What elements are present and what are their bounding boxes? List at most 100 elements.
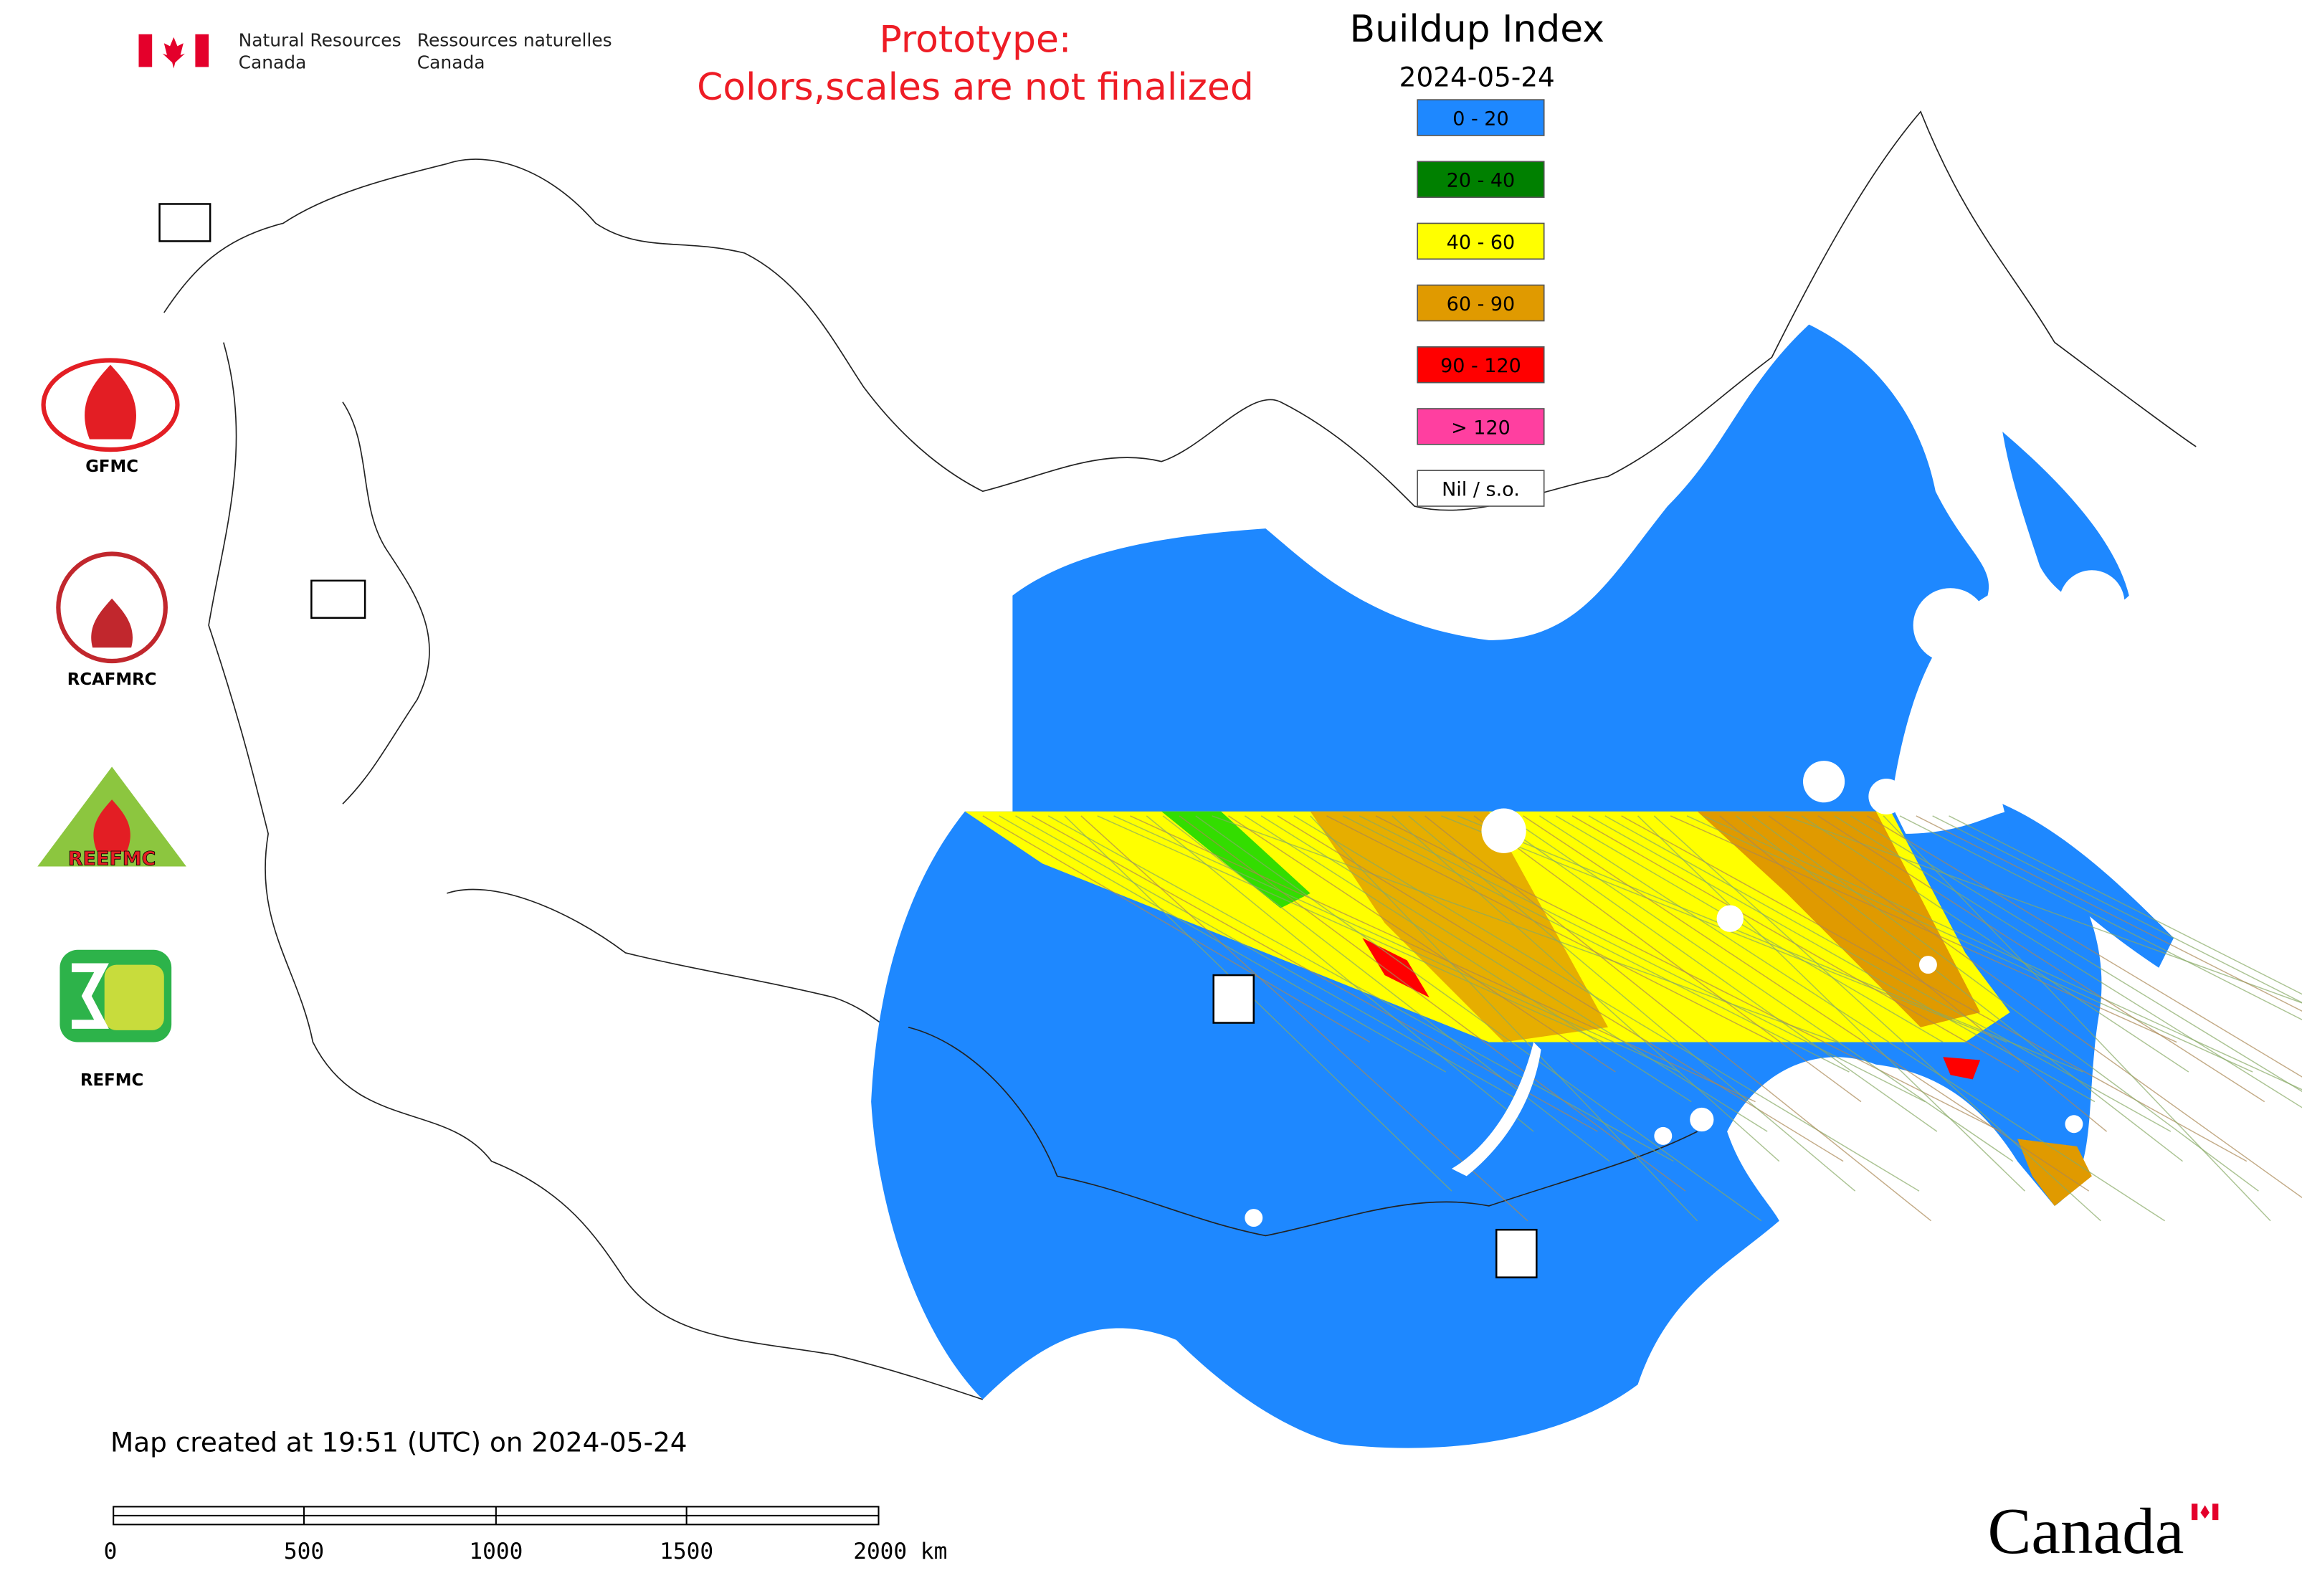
- swath-streak: [1784, 815, 2302, 1004]
- logo-gfmc: [41, 358, 180, 452]
- swath-streak: [1949, 815, 2302, 995]
- swath-streak: [1588, 815, 2096, 1103]
- swath-streak: [1343, 815, 1850, 1073]
- swath-streak: [1653, 815, 2101, 1222]
- swath-streak: [1883, 815, 2271, 1222]
- index-band: [1943, 1057, 1981, 1080]
- flag-bar: [195, 34, 209, 67]
- swath-streak: [1277, 815, 1844, 1162]
- logo-flame: [85, 364, 136, 440]
- legend-label: 20 - 40: [1447, 170, 1516, 192]
- center-marker: [310, 579, 366, 619]
- swath-streak: [1686, 815, 2253, 1073]
- logo-flame: [91, 598, 133, 648]
- nil-area: [1716, 905, 1744, 932]
- coverage: [871, 324, 2302, 1448]
- wordmark: Canada: [1987, 1495, 2184, 1567]
- map-title: Buildup Index: [1349, 8, 1604, 51]
- swath-streak: [1817, 815, 2265, 1103]
- nil-area: [2059, 570, 2125, 636]
- swath-streak: [1899, 815, 2302, 1020]
- nil-area: [1654, 1126, 1673, 1145]
- creation-note: Map created at 19:51 (UTC) on 2024-05-24: [110, 1427, 687, 1458]
- agency-en: Canada: [239, 52, 307, 73]
- swath-streak: [1523, 815, 2090, 1192]
- maple-leaf: [162, 37, 185, 69]
- swath-streak: [1637, 815, 2025, 1192]
- swath-streak: [1162, 815, 1610, 1162]
- index-band: [1697, 811, 1981, 1027]
- swath-streak: [1490, 815, 1938, 1132]
- legend-label: Nil / s.o.: [1442, 478, 1520, 500]
- legend-label: 60 - 90: [1447, 293, 1516, 315]
- swath-streak: [1932, 815, 2302, 1004]
- swath-streak: [1179, 815, 1686, 1192]
- logo-flame: [93, 799, 130, 852]
- scale-label: 1000: [469, 1539, 523, 1564]
- logo-label: REEFMC: [68, 847, 156, 870]
- swath-streak: [1260, 815, 1768, 1132]
- swath-streak: [1310, 815, 1698, 1222]
- nil-area: [1690, 1107, 1714, 1132]
- scale-label: 2000 km: [853, 1539, 947, 1564]
- nil-area: [1918, 956, 1937, 974]
- center-marker: [158, 203, 211, 242]
- swath-streak: [1228, 815, 1616, 1073]
- flag-bar: [138, 34, 153, 67]
- legend: 0 - 20 20 - 40 40 - 60 60 - 90 90 - 120 > 120…: [1417, 99, 1545, 507]
- nil-area: [1868, 779, 1905, 814]
- center-marker: [1212, 974, 1255, 1024]
- swath-streak: [1015, 815, 1522, 1103]
- swath-streak: [1850, 815, 2302, 1093]
- border: [447, 888, 923, 1043]
- index-band: [1161, 811, 1311, 908]
- legend-label: > 120: [1451, 417, 1511, 439]
- swath-streak: [1146, 815, 1534, 1132]
- logo-label: REFMC: [80, 1071, 143, 1090]
- index-band: [1362, 938, 1430, 998]
- swath-streak: [1195, 815, 1762, 1222]
- swath-streak: [1621, 815, 2248, 1162]
- border: [208, 342, 984, 1400]
- swath-streak: [1244, 815, 1692, 1103]
- nil-area: [1913, 588, 1988, 663]
- center-marker: [1495, 1228, 1538, 1278]
- logo-shape: [41, 358, 180, 452]
- swath-streak: [1392, 815, 1780, 1162]
- swath-streak: [1736, 815, 2183, 1162]
- logo-reefmc: [37, 766, 186, 867]
- swath-streak: [1047, 815, 1674, 1162]
- basemap: [163, 110, 2197, 1400]
- swath-streak: [1097, 815, 1604, 1043]
- notice: Colors,scales are not finalized: [697, 66, 1254, 109]
- agency-en: Natural Resources: [239, 29, 401, 50]
- legend-swatch: [1417, 161, 1545, 198]
- border: [908, 1026, 1698, 1237]
- lake: [1451, 1042, 1541, 1177]
- scale-label: 0: [104, 1539, 118, 1564]
- swath-streak: [1866, 815, 2302, 1078]
- logo-label: RCAFMRC: [67, 670, 157, 689]
- center-markers: [158, 203, 1538, 1278]
- scale-label: 500: [284, 1539, 324, 1564]
- swath-streak: [1555, 815, 1944, 1043]
- legend-swatch: [1417, 470, 1545, 507]
- swath-streak: [1506, 815, 2014, 1162]
- swath-streak: [1834, 815, 2302, 1108]
- legend-swatch: [1417, 284, 1545, 322]
- swath-streak: [1801, 815, 2189, 1073]
- swath-streak: [1359, 815, 1926, 1103]
- logo-label: GFMC: [85, 457, 138, 476]
- scale-labels: 0 500 1000 1500 2000 km: [104, 1539, 948, 1564]
- legend-label: 0 - 20: [1452, 108, 1508, 130]
- logo-sigma: [72, 963, 109, 1029]
- legend-swatch: [1417, 222, 1545, 260]
- nil-area: [2065, 1115, 2083, 1134]
- agency-fr: Canada: [417, 52, 485, 73]
- flag-bar: [2191, 1504, 2198, 1521]
- swath-streak: [1113, 815, 1680, 1073]
- coastline: [163, 110, 2197, 511]
